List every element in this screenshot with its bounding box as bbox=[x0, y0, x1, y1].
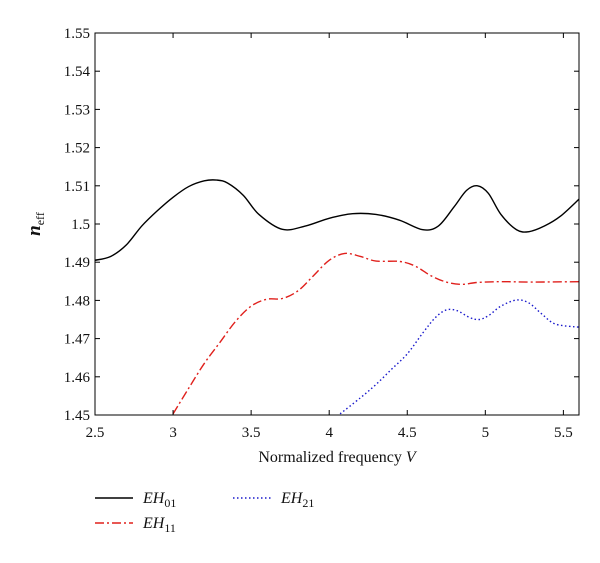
series-layer bbox=[95, 179, 579, 415]
legend-label-name: EH bbox=[142, 490, 166, 507]
x-tick-label: 3.5 bbox=[242, 425, 261, 441]
legend-item: EH21 bbox=[233, 490, 314, 510]
x-tick-label: 4.5 bbox=[398, 425, 417, 441]
y-tick-label: 1.49 bbox=[64, 255, 90, 271]
x-tick-label: 5.5 bbox=[554, 425, 573, 441]
y-axis-subscript: eff bbox=[33, 212, 47, 225]
y-tick-label: 1.48 bbox=[64, 293, 90, 309]
y-tick-label: 1.45 bbox=[64, 408, 90, 424]
x-axis-title: Normalized frequency V bbox=[258, 449, 417, 466]
series-line-eh01 bbox=[95, 179, 579, 261]
series-line-eh11 bbox=[172, 252, 579, 415]
y-tick-label: 1.55 bbox=[64, 26, 90, 42]
legend-label-subscript: 11 bbox=[164, 521, 176, 535]
plot-frame bbox=[94, 32, 580, 416]
legend-item: EH11 bbox=[95, 515, 176, 535]
legend-label: EH21 bbox=[280, 490, 314, 510]
x-tick-label: 3 bbox=[169, 425, 177, 441]
legend-label-subscript: 21 bbox=[302, 496, 314, 510]
y-tick-label: 1.52 bbox=[64, 141, 90, 157]
legend-label-subscript: 01 bbox=[164, 496, 176, 510]
legend-label: EH11 bbox=[142, 515, 176, 535]
x-axis-variable: V bbox=[406, 449, 418, 466]
y-axis-variable: n bbox=[24, 225, 45, 236]
legend-label-name: EH bbox=[280, 490, 304, 507]
legend-item: EH01 bbox=[95, 490, 176, 510]
x-tick-label: 4 bbox=[325, 425, 333, 441]
legend-label-name: EH bbox=[142, 515, 166, 532]
x-tick-label: 2.5 bbox=[86, 425, 105, 441]
y-tick-label: 1.51 bbox=[64, 179, 90, 195]
y-tick-label: 1.54 bbox=[64, 64, 91, 80]
y-tick-label: 1.53 bbox=[64, 102, 90, 118]
y-axis-title: neff bbox=[24, 212, 47, 236]
ticks-layer: 2.5 3 3.5 4 4.5 5 5.5 1.45 1.46 1.47 1.48 1.49 1.5 1.… bbox=[64, 26, 579, 441]
series-line-eh21 bbox=[339, 299, 579, 415]
legend-label: EH01 bbox=[142, 490, 176, 510]
x-tick-label: 5 bbox=[482, 425, 490, 441]
y-tick-label: 1.5 bbox=[71, 217, 90, 233]
y-tick-label: 1.47 bbox=[64, 332, 91, 348]
y-tick-label: 1.46 bbox=[64, 370, 91, 386]
